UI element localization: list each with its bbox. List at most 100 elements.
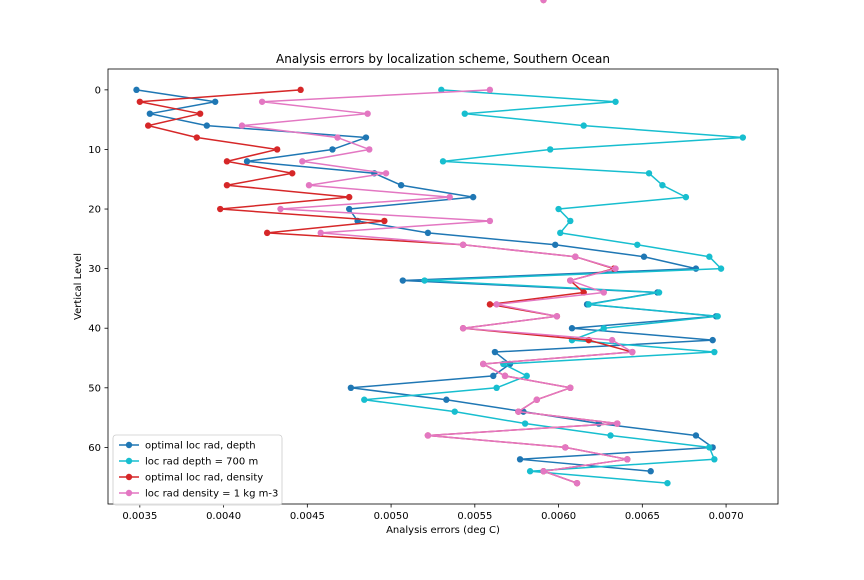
data-point bbox=[146, 110, 154, 117]
data-point bbox=[461, 110, 468, 117]
data-point bbox=[493, 384, 500, 391]
data-point bbox=[438, 86, 445, 94]
data-point bbox=[547, 146, 554, 153]
data-point bbox=[608, 336, 616, 344]
data-point bbox=[212, 98, 219, 105]
data-point bbox=[709, 336, 716, 344]
data-point bbox=[516, 456, 524, 463]
data-point bbox=[362, 134, 370, 141]
data-point bbox=[459, 325, 467, 332]
data-point bbox=[486, 86, 494, 94]
data-point bbox=[364, 110, 371, 117]
data-point bbox=[145, 122, 152, 129]
data-point bbox=[682, 193, 690, 201]
data-point bbox=[439, 158, 447, 165]
y-tick-label: 30 bbox=[88, 264, 101, 275]
data-point bbox=[612, 265, 619, 272]
data-point bbox=[555, 205, 562, 213]
data-point bbox=[133, 86, 140, 94]
data-point bbox=[573, 479, 581, 487]
data-point bbox=[629, 348, 636, 356]
data-point bbox=[640, 253, 648, 260]
data-point bbox=[647, 468, 654, 475]
data-point bbox=[711, 348, 718, 356]
data-point bbox=[711, 456, 718, 463]
data-point bbox=[717, 265, 725, 272]
series-line bbox=[241, 89, 634, 484]
data-point bbox=[451, 408, 458, 415]
x-axis-label: Analysis errors (deg C) bbox=[386, 525, 500, 536]
data-point bbox=[624, 456, 631, 463]
data-point bbox=[634, 241, 641, 248]
data-point bbox=[480, 360, 487, 368]
data-point bbox=[568, 325, 576, 332]
legend-swatch-marker bbox=[125, 441, 133, 449]
data-point bbox=[664, 479, 671, 487]
data-point bbox=[659, 182, 666, 189]
x-tick-label: 0.0040 bbox=[206, 511, 241, 522]
data-point bbox=[692, 265, 700, 272]
data-point bbox=[136, 98, 144, 105]
data-point bbox=[381, 217, 388, 225]
data-point bbox=[459, 241, 467, 248]
data-point bbox=[193, 134, 200, 141]
data-point bbox=[289, 170, 296, 177]
x-tick-label: 0.0035 bbox=[122, 511, 157, 522]
data-point bbox=[334, 134, 341, 141]
y-tick-label: 10 bbox=[88, 145, 101, 156]
chart-title: Analysis errors by localization scheme, … bbox=[276, 52, 610, 66]
data-point bbox=[540, 468, 547, 475]
data-point bbox=[645, 170, 653, 177]
data-point bbox=[263, 229, 271, 237]
data-point bbox=[515, 408, 522, 415]
data-point bbox=[600, 289, 607, 296]
data-point bbox=[424, 432, 432, 439]
y-tick-label: 40 bbox=[88, 324, 101, 335]
legend: optimal loc rad, depth loc rad depth = 70… bbox=[112, 434, 283, 506]
data-point bbox=[366, 146, 373, 153]
data-point bbox=[297, 86, 304, 94]
legend-label: optimal loc rad, density bbox=[145, 473, 263, 484]
data-point bbox=[612, 98, 619, 105]
data-point bbox=[567, 384, 574, 391]
data-point bbox=[486, 301, 494, 308]
data-point bbox=[552, 241, 559, 248]
data-point bbox=[446, 193, 453, 201]
legend-swatch-marker bbox=[125, 489, 133, 497]
data-point bbox=[572, 253, 579, 260]
data-point bbox=[469, 193, 477, 201]
data-point bbox=[521, 420, 529, 427]
legend-label: loc rad density = 1 kg m-3 bbox=[145, 489, 278, 500]
data-point bbox=[501, 372, 509, 380]
data-point bbox=[523, 372, 530, 380]
data-point bbox=[493, 301, 500, 308]
data-point bbox=[196, 110, 204, 117]
plot-area-frame bbox=[107, 68, 779, 505]
data-point bbox=[347, 384, 355, 391]
data-point bbox=[614, 420, 621, 427]
data-point bbox=[223, 182, 231, 189]
x-tick-label: 0.0045 bbox=[290, 511, 325, 522]
data-point bbox=[706, 444, 713, 451]
x-tick-label: 0.0050 bbox=[374, 511, 409, 522]
data-point bbox=[607, 432, 614, 439]
data-point bbox=[526, 468, 534, 475]
legend-label: loc rad depth = 700 m bbox=[145, 457, 258, 468]
data-point bbox=[567, 217, 574, 225]
data-point bbox=[580, 122, 587, 129]
x-axis: 0.0035 0.0040 0.0045 0.0050 0.0055 0.0060 0.00… bbox=[122, 504, 744, 522]
data-point bbox=[692, 432, 700, 439]
y-axis-label: Vertical Level bbox=[73, 253, 84, 320]
legend-swatch-marker bbox=[125, 473, 133, 481]
data-point bbox=[557, 229, 564, 237]
data-point bbox=[361, 396, 368, 403]
data-point bbox=[258, 98, 266, 105]
data-point bbox=[346, 193, 353, 201]
y-tick-label: 50 bbox=[88, 383, 101, 394]
data-point bbox=[739, 134, 747, 141]
data-point bbox=[317, 229, 324, 237]
data-point bbox=[397, 182, 405, 189]
data-point bbox=[243, 158, 251, 165]
y-axis: 0 10 20 30 40 50 60 bbox=[88, 85, 108, 454]
data-point bbox=[273, 146, 281, 153]
